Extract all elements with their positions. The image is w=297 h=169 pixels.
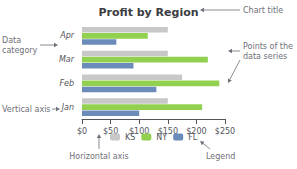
svg-text:Horizontal axis: Horizontal axis <box>69 152 128 161</box>
svg-text:Data: Data <box>2 36 21 45</box>
svg-text:Vertical axis: Vertical axis <box>2 105 51 114</box>
svg-text:KS: KS <box>125 133 135 142</box>
svg-text:Chart title: Chart title <box>243 6 283 15</box>
svg-text:$0: $0 <box>77 127 87 136</box>
svg-text:Points of the: Points of the <box>243 42 293 51</box>
svg-text:data series: data series <box>243 52 287 61</box>
svg-text:Legend: Legend <box>206 152 235 161</box>
svg-text:$100: $100 <box>129 126 150 136</box>
svg-text:NY: NY <box>156 133 167 142</box>
svg-text:FL: FL <box>188 133 198 142</box>
svg-text:$200: $200 <box>186 126 207 136</box>
svg-text:$50: $50 <box>103 126 119 136</box>
svg-text:category: category <box>2 46 38 55</box>
svg-text:$250: $250 <box>215 127 235 136</box>
svg-text:Mar: Mar <box>59 55 75 64</box>
svg-text:Jan: Jan <box>60 103 74 112</box>
svg-text:Feb: Feb <box>59 79 74 88</box>
svg-text:$150: $150 <box>157 126 178 136</box>
svg-text:Profit by Region: Profit by Region <box>98 6 198 19</box>
svg-text:Apr: Apr <box>59 31 75 40</box>
